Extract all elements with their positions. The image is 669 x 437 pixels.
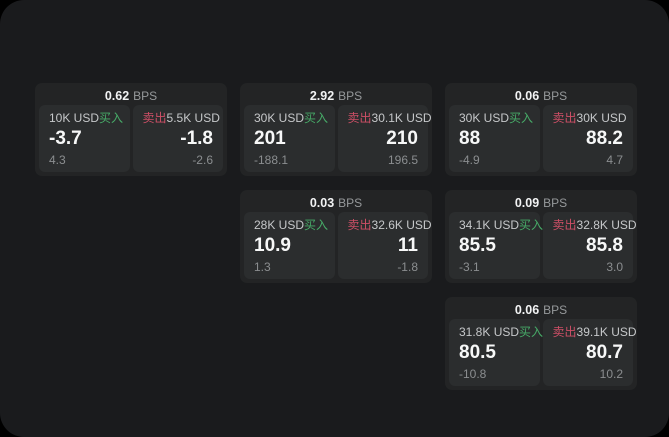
sell-label: 卖出 — [347, 111, 372, 125]
bps-unit: BPS — [543, 195, 568, 210]
bps-header: 0.06 BPS — [449, 86, 633, 105]
buy-label: 买入 — [519, 218, 544, 232]
buy-change: -188.1 — [254, 153, 289, 167]
buy-change: -3.1 — [459, 260, 480, 274]
buy-notional: 34.1K USD — [459, 218, 520, 232]
buy-notional: 30K USD — [254, 111, 305, 125]
bps-value: 0.09 — [514, 195, 540, 210]
sell-price: 85.8 — [586, 235, 623, 257]
quote-card: 0.06 BPS 31.8K USD 买入 80.5 -10.8 卖出 39.1… — [445, 297, 637, 390]
sell-notional: 5.5K USD — [166, 111, 220, 125]
buy-price: 85.5 — [459, 235, 496, 257]
sell-panel[interactable]: 卖出 32.8K USD 85.8 3.0 — [542, 212, 637, 279]
quote-card: 0.03 BPS 28K USD 买入 10.9 1.3 卖出 32.6K US… — [240, 190, 432, 283]
sell-notional: 32.8K USD — [576, 218, 637, 232]
buy-panel[interactable]: 30K USD 买入 88 -4.9 — [449, 105, 540, 172]
buy-panel[interactable]: 31.8K USD 买入 80.5 -10.8 — [449, 319, 544, 386]
bps-value: 0.03 — [309, 195, 335, 210]
bps-unit: BPS — [133, 88, 158, 103]
buy-label: 买入 — [519, 325, 544, 339]
sell-price: -1.8 — [180, 128, 213, 150]
buy-notional: 28K USD — [254, 218, 305, 232]
sell-label: 卖出 — [142, 111, 167, 125]
bps-value: 2.92 — [309, 88, 335, 103]
buy-label: 买入 — [99, 111, 124, 125]
bps-header: 0.09 BPS — [449, 193, 633, 212]
sell-label: 卖出 — [552, 325, 577, 339]
quote-grid: 0.62 BPS 10K USD 买入 -3.7 4.3 卖出 5.5K USD — [35, 83, 637, 390]
sell-panel[interactable]: 卖出 5.5K USD -1.8 -2.6 — [132, 105, 223, 172]
sell-change: 4.7 — [606, 153, 623, 167]
buy-notional: 30K USD — [459, 111, 510, 125]
sell-change: 10.2 — [599, 367, 623, 381]
buy-change: -4.9 — [459, 153, 480, 167]
buy-change: -10.8 — [459, 367, 487, 381]
quote-card: 2.92 BPS 30K USD 买入 201 -188.1 卖出 30.1K … — [240, 83, 432, 176]
buy-panel[interactable]: 28K USD 买入 10.9 1.3 — [244, 212, 335, 279]
sell-notional: 32.6K USD — [371, 218, 432, 232]
quote-card: 0.06 BPS 30K USD 买入 88 -4.9 卖出 30K USD — [445, 83, 637, 176]
sell-change: -2.6 — [192, 153, 213, 167]
buy-change: 4.3 — [49, 153, 66, 167]
bps-header: 0.06 BPS — [449, 300, 633, 319]
buy-label: 买入 — [509, 111, 534, 125]
bps-value: 0.06 — [514, 302, 540, 317]
bps-header: 0.62 BPS — [39, 86, 223, 105]
sell-price: 88.2 — [586, 128, 623, 150]
bps-value: 0.62 — [104, 88, 130, 103]
bps-header: 2.92 BPS — [244, 86, 428, 105]
buy-change: 1.3 — [254, 260, 271, 274]
sell-label: 卖出 — [552, 218, 577, 232]
buy-price: 10.9 — [254, 235, 291, 257]
sell-price: 210 — [386, 128, 418, 150]
bps-unit: BPS — [338, 88, 363, 103]
sell-panel[interactable]: 卖出 30.1K USD 210 196.5 — [337, 105, 432, 172]
sell-price: 80.7 — [586, 342, 623, 364]
sell-panel[interactable]: 卖出 32.6K USD 11 -1.8 — [337, 212, 432, 279]
bps-unit: BPS — [338, 195, 363, 210]
buy-panel[interactable]: 30K USD 买入 201 -188.1 — [244, 105, 335, 172]
quote-card: 0.09 BPS 34.1K USD 买入 85.5 -3.1 卖出 32.8K… — [445, 190, 637, 283]
sell-label: 卖出 — [552, 111, 577, 125]
sell-notional: 30K USD — [576, 111, 627, 125]
buy-label: 买入 — [304, 218, 329, 232]
buy-price: 88 — [459, 128, 481, 150]
buy-label: 买入 — [304, 111, 329, 125]
sell-notional: 30.1K USD — [371, 111, 432, 125]
sell-panel[interactable]: 卖出 39.1K USD 80.7 10.2 — [542, 319, 637, 386]
buy-panel[interactable]: 34.1K USD 买入 85.5 -3.1 — [449, 212, 544, 279]
bps-unit: BPS — [543, 302, 568, 317]
sell-change: -1.8 — [397, 260, 418, 274]
sell-notional: 39.1K USD — [576, 325, 637, 339]
quote-card: 0.62 BPS 10K USD 买入 -3.7 4.3 卖出 5.5K USD — [35, 83, 227, 176]
buy-notional: 10K USD — [49, 111, 100, 125]
sell-change: 3.0 — [606, 260, 623, 274]
buy-price: -3.7 — [49, 128, 82, 150]
buy-price: 80.5 — [459, 342, 496, 364]
bps-value: 0.06 — [514, 88, 540, 103]
sell-change: 196.5 — [387, 153, 418, 167]
bps-unit: BPS — [543, 88, 568, 103]
buy-price: 201 — [254, 128, 286, 150]
sell-panel[interactable]: 卖出 30K USD 88.2 4.7 — [542, 105, 633, 172]
bps-header: 0.03 BPS — [244, 193, 428, 212]
sell-label: 卖出 — [347, 218, 372, 232]
buy-notional: 31.8K USD — [459, 325, 520, 339]
buy-panel[interactable]: 10K USD 买入 -3.7 4.3 — [39, 105, 130, 172]
sell-price: 11 — [397, 235, 418, 257]
